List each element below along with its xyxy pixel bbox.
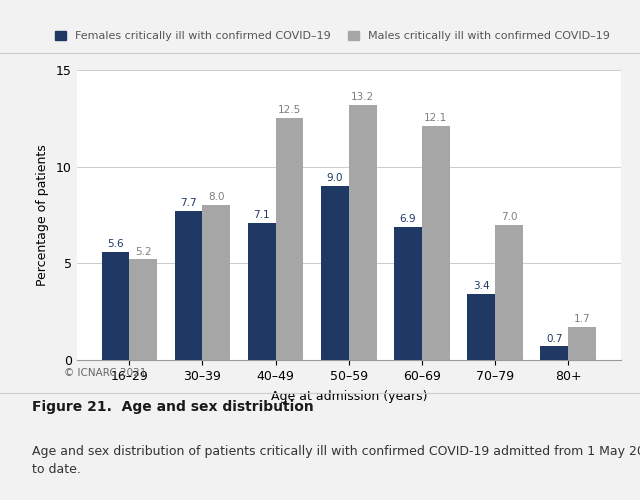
Text: 3.4: 3.4: [473, 282, 490, 292]
Bar: [175, 211, 202, 360]
Bar: [321, 186, 349, 360]
Text: 6.9: 6.9: [400, 214, 417, 224]
Legend: Females critically ill with confirmed COVID–19, Males critically ill with confir: Females critically ill with confirmed CO…: [55, 31, 609, 41]
Bar: [540, 346, 568, 360]
Text: Age and sex distribution of patients critically ill with confirmed COVID-19 admi: Age and sex distribution of patients cri…: [32, 445, 640, 476]
X-axis label: Age at admission (years): Age at admission (years): [271, 390, 427, 402]
Text: 1.7: 1.7: [574, 314, 591, 324]
Text: 12.5: 12.5: [278, 106, 301, 116]
Bar: [248, 222, 276, 360]
Text: 7.7: 7.7: [180, 198, 197, 208]
Text: 12.1: 12.1: [424, 113, 447, 123]
Text: © ICNARC 2021: © ICNARC 2021: [64, 368, 147, 378]
Bar: [495, 224, 523, 360]
Y-axis label: Percentage of patients: Percentage of patients: [36, 144, 49, 286]
Bar: [467, 294, 495, 360]
Bar: [394, 226, 422, 360]
Text: 5.6: 5.6: [107, 239, 124, 249]
Text: 7.1: 7.1: [253, 210, 270, 220]
Bar: [202, 206, 230, 360]
Bar: [276, 118, 303, 360]
Bar: [129, 260, 157, 360]
Bar: [102, 252, 129, 360]
Bar: [568, 327, 596, 360]
Bar: [422, 126, 450, 360]
Bar: [349, 105, 376, 360]
Text: 7.0: 7.0: [500, 212, 517, 222]
Text: Figure 21.  Age and sex distribution: Figure 21. Age and sex distribution: [32, 400, 314, 414]
Text: 13.2: 13.2: [351, 92, 374, 102]
Text: 9.0: 9.0: [326, 173, 343, 183]
Text: 0.7: 0.7: [546, 334, 563, 344]
Text: 8.0: 8.0: [208, 192, 225, 202]
Text: 5.2: 5.2: [135, 246, 152, 256]
